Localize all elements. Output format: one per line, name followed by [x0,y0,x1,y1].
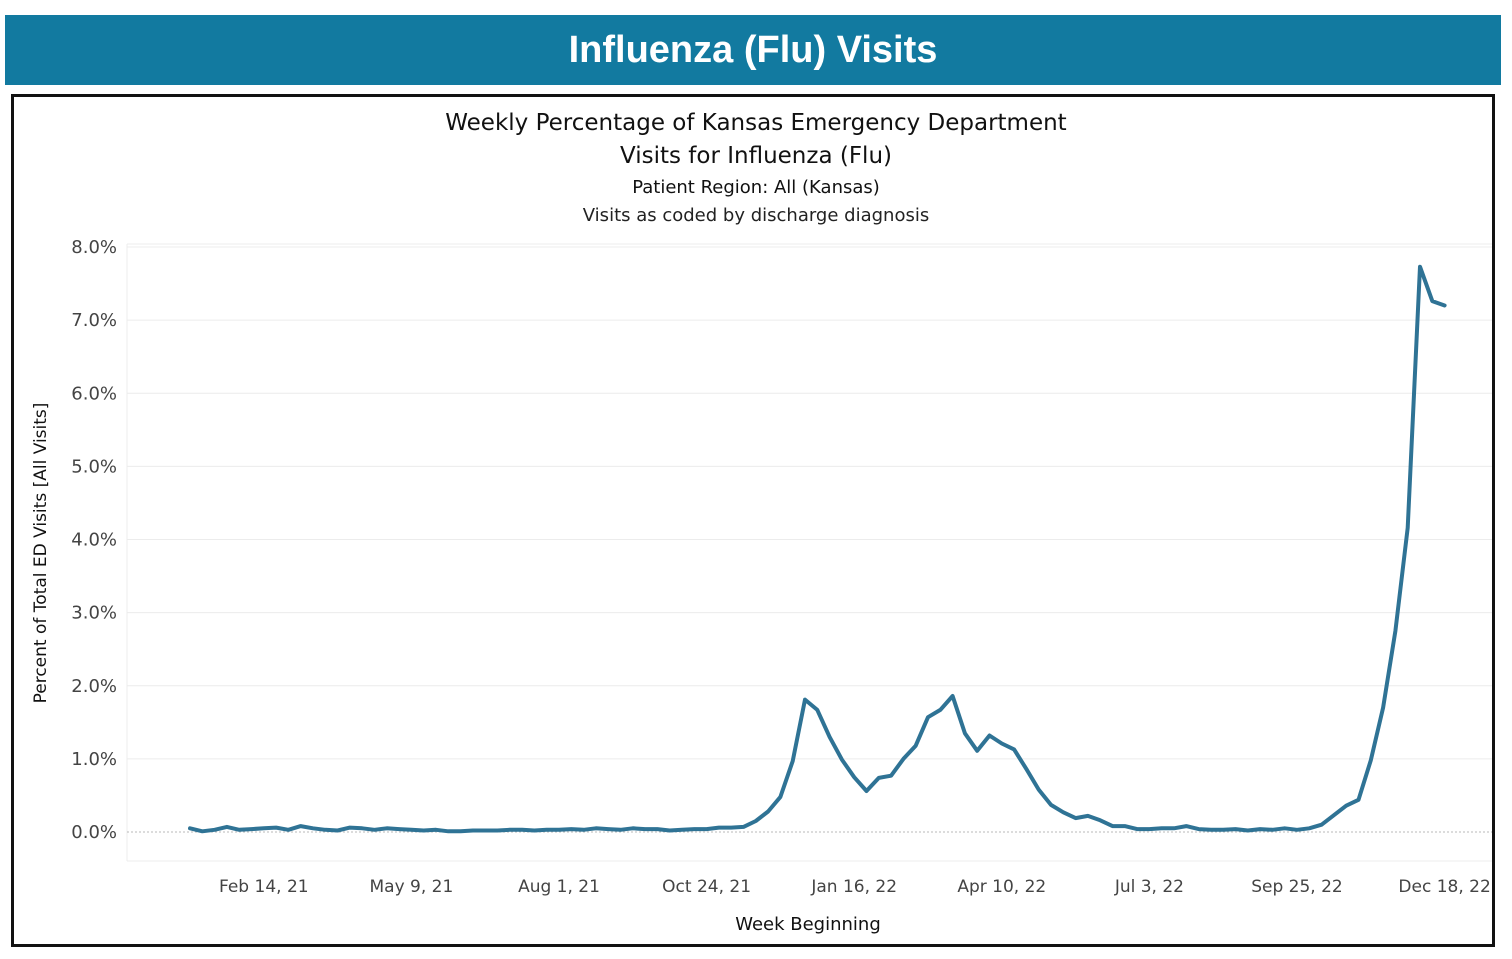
x-tick-label: Sep 25, 22 [1251,877,1343,897]
gridlines [126,243,1492,862]
chart-title-line1: Weekly Percentage of Kansas Emergency De… [445,110,1067,136]
x-tick-label: Jan 16, 22 [810,877,897,897]
x-tick-label: Aug 1, 21 [518,877,600,897]
y-tick-label: 3.0% [71,603,117,624]
chart-panel [11,94,1495,947]
x-axis-label: Week Beginning [735,914,881,935]
series-layer [188,264,1447,834]
y-tick-label: 6.0% [71,383,117,404]
y-tick-label: 7.0% [71,310,117,331]
x-tick-label: Feb 14, 21 [219,877,309,897]
x-tick-label: Jul 3, 22 [1114,877,1184,897]
x-tick-label: Apr 10, 22 [957,877,1046,897]
y-axis-label: Percent of Total ED Visits [All Visits] [31,403,51,704]
y-tick-label: 4.0% [71,530,117,551]
x-axis: Feb 14, 21 May 9, 21 Aug 1, 21 Oct 24, 21 Ja… [219,877,1491,897]
chart-subtitle: Patient Region: All (Kansas) [632,177,880,198]
chart-note: Visits as coded by discharge diagnosis [582,205,930,226]
y-tick-label: 5.0% [71,456,117,477]
banner-title: Influenza (Flu) Visits [568,28,938,71]
chart-title-line2: Visits for Influenza (Flu) [619,143,892,169]
y-tick-label: 8.0% [71,237,117,258]
y-tick-label: 0.0% [71,822,117,843]
series-line-flu [188,264,1447,834]
x-tick-label: Oct 24, 21 [662,877,751,897]
x-tick-label: Dec 18, 22 [1398,877,1490,897]
page-banner: Influenza (Flu) Visits [5,15,1501,85]
x-tick-label: May 9, 21 [369,877,453,897]
y-axis: 0.0% 1.0% 2.0% 3.0% 4.0% 5.0% 6.0% 7.0% 8.0% [71,237,117,843]
y-tick-label: 1.0% [71,749,117,770]
y-tick-label: 2.0% [71,676,117,697]
